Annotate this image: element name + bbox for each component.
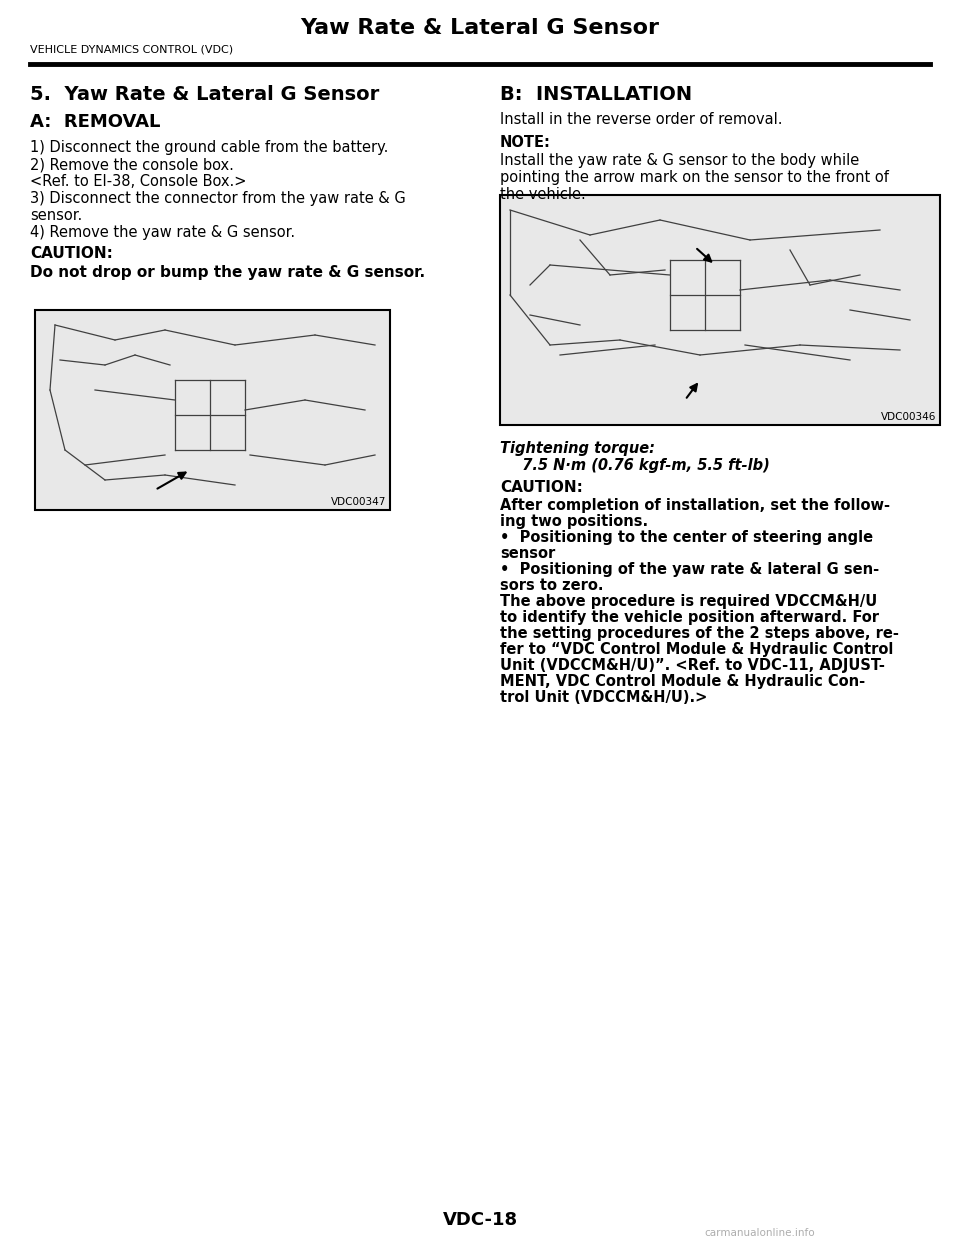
- Text: CAUTION:: CAUTION:: [500, 479, 583, 496]
- Text: the vehicle.: the vehicle.: [500, 188, 586, 202]
- Text: pointing the arrow mark on the sensor to the front of: pointing the arrow mark on the sensor to…: [500, 170, 889, 185]
- Text: carmanualonline.info: carmanualonline.info: [705, 1228, 815, 1238]
- Text: •  Positioning to the center of steering angle: • Positioning to the center of steering …: [500, 530, 874, 545]
- Text: 4) Remove the yaw rate & G sensor.: 4) Remove the yaw rate & G sensor.: [30, 225, 295, 240]
- Text: VDC-18: VDC-18: [443, 1211, 517, 1230]
- Text: Install the yaw rate & G sensor to the body while: Install the yaw rate & G sensor to the b…: [500, 153, 859, 168]
- Text: A:  REMOVAL: A: REMOVAL: [30, 113, 160, 130]
- Text: Install in the reverse order of removal.: Install in the reverse order of removal.: [500, 112, 782, 127]
- Text: <Ref. to EI-38, Console Box.>: <Ref. to EI-38, Console Box.>: [30, 174, 247, 189]
- Text: Unit (VDCCM&H/U)”. <Ref. to VDC-11, ADJUST-: Unit (VDCCM&H/U)”. <Ref. to VDC-11, ADJU…: [500, 658, 885, 673]
- Text: VDC00346: VDC00346: [880, 412, 936, 422]
- Bar: [500, 195, 940, 425]
- Text: MENT, VDC Control Module & Hydraulic Con-: MENT, VDC Control Module & Hydraulic Con…: [500, 674, 865, 689]
- Text: NOTE:: NOTE:: [500, 135, 551, 150]
- Text: 1) Disconnect the ground cable from the battery.: 1) Disconnect the ground cable from the …: [30, 140, 389, 155]
- Text: •  Positioning of the yaw rate & lateral G sen-: • Positioning of the yaw rate & lateral …: [500, 561, 879, 578]
- Text: B:  INSTALLATION: B: INSTALLATION: [500, 84, 692, 104]
- Text: sensor.: sensor.: [30, 207, 83, 224]
- Text: 2) Remove the console box.: 2) Remove the console box.: [30, 156, 234, 171]
- Text: sors to zero.: sors to zero.: [500, 578, 604, 592]
- Text: ing two positions.: ing two positions.: [500, 514, 648, 529]
- Text: VDC00347: VDC00347: [330, 497, 386, 507]
- Text: the setting procedures of the 2 steps above, re-: the setting procedures of the 2 steps ab…: [500, 626, 899, 641]
- Bar: [35, 310, 390, 510]
- Text: trol Unit (VDCCM&H/U).>: trol Unit (VDCCM&H/U).>: [500, 691, 708, 705]
- Text: 7.5 N·m (0.76 kgf-m, 5.5 ft-lb): 7.5 N·m (0.76 kgf-m, 5.5 ft-lb): [512, 458, 770, 473]
- Text: to identify the vehicle position afterward. For: to identify the vehicle position afterwa…: [500, 610, 879, 625]
- Text: The above procedure is required VDCCM&H/U: The above procedure is required VDCCM&H/…: [500, 594, 877, 609]
- Text: Tightening torque:: Tightening torque:: [500, 441, 655, 456]
- Text: CAUTION:: CAUTION:: [30, 246, 113, 261]
- Text: Do not drop or bump the yaw rate & G sensor.: Do not drop or bump the yaw rate & G sen…: [30, 265, 425, 279]
- Text: 3) Disconnect the connector from the yaw rate & G: 3) Disconnect the connector from the yaw…: [30, 191, 406, 206]
- Text: VEHICLE DYNAMICS CONTROL (VDC): VEHICLE DYNAMICS CONTROL (VDC): [30, 45, 233, 55]
- Text: 5.  Yaw Rate & Lateral G Sensor: 5. Yaw Rate & Lateral G Sensor: [30, 84, 379, 104]
- Text: fer to “VDC Control Module & Hydraulic Control: fer to “VDC Control Module & Hydraulic C…: [500, 642, 894, 657]
- Text: sensor: sensor: [500, 546, 555, 561]
- Text: After completion of installation, set the follow-: After completion of installation, set th…: [500, 498, 890, 513]
- Text: Yaw Rate & Lateral G Sensor: Yaw Rate & Lateral G Sensor: [300, 17, 660, 39]
